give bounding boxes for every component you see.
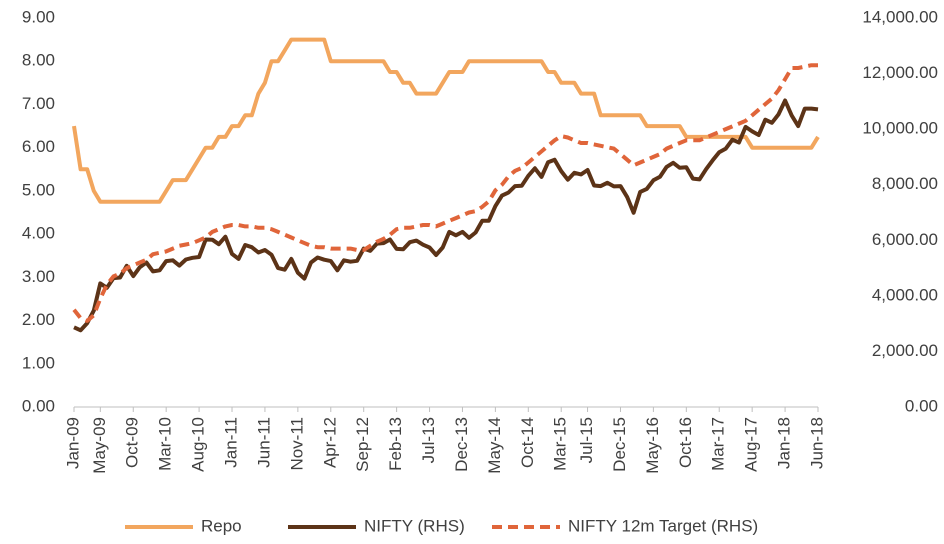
x-tick-label: Mar-15 <box>551 417 570 471</box>
x-tick-label: Aug-10 <box>189 417 208 472</box>
x-tick-label: Mar-10 <box>156 417 175 471</box>
legend-label: Repo <box>201 516 242 535</box>
x-tick-label: Jul-15 <box>577 417 596 463</box>
y-tick-label: 3.00 <box>22 267 55 286</box>
x-tick-label: Mar-17 <box>709 417 728 471</box>
y2-tick-label: 10,000.00 <box>862 119 938 138</box>
y-tick-label: 6.00 <box>22 137 55 156</box>
y2-tick-label: 4,000.00 <box>872 285 938 304</box>
x-tick-label: Feb-13 <box>386 417 405 471</box>
x-tick-label: Jan-18 <box>775 417 794 469</box>
x-tick-label: May-09 <box>90 417 109 474</box>
y-tick-label: 7.00 <box>22 94 55 113</box>
y2-tick-label: 12,000.00 <box>862 63 938 82</box>
series-line <box>72 37 820 204</box>
x-tick-label: Jan-11 <box>222 417 241 468</box>
legend-label: NIFTY (RHS) <box>364 516 465 535</box>
series-line <box>73 98 819 333</box>
x-tick-label: Jun-18 <box>807 417 826 469</box>
x-tick-label: Jul-13 <box>419 417 438 463</box>
legend-label: NIFTY 12m Target (RHS) <box>568 516 758 535</box>
y2-tick-label: 2,000.00 <box>872 341 938 360</box>
y-tick-label: 4.00 <box>22 224 55 243</box>
x-tick-label: Nov-11 <box>287 417 306 471</box>
x-tick-label: Jan-09 <box>63 417 82 469</box>
x-tick-label: Oct-14 <box>518 417 537 468</box>
y-tick-label: 8.00 <box>22 51 55 70</box>
x-tick-label: May-16 <box>643 417 662 474</box>
y2-tick-label: 14,000.00 <box>862 7 938 26</box>
x-tick-label: Oct-16 <box>676 417 695 468</box>
x-tick-label: Oct-09 <box>123 417 142 468</box>
y-tick-label: 2.00 <box>22 310 55 329</box>
y-tick-label: 5.00 <box>22 180 55 199</box>
x-tick-label: Jun-11 <box>254 417 273 468</box>
y2-tick-label: 8,000.00 <box>872 174 938 193</box>
y2-tick-label: 0.00 <box>905 396 938 415</box>
y2-tick-label: 6,000.00 <box>872 230 938 249</box>
y-tick-label: 9.00 <box>22 7 55 26</box>
x-tick-label: Dec-15 <box>610 417 629 472</box>
x-tick-label: May-14 <box>485 417 504 474</box>
y-tick-label: 0.00 <box>22 396 55 415</box>
x-tick-label: Sep-12 <box>353 417 372 472</box>
x-tick-label: Apr-12 <box>320 417 339 468</box>
series-line <box>72 63 818 323</box>
x-tick-label: Dec-13 <box>452 417 471 472</box>
x-tick-label: Aug-17 <box>742 417 761 472</box>
y-tick-label: 1.00 <box>22 353 55 372</box>
